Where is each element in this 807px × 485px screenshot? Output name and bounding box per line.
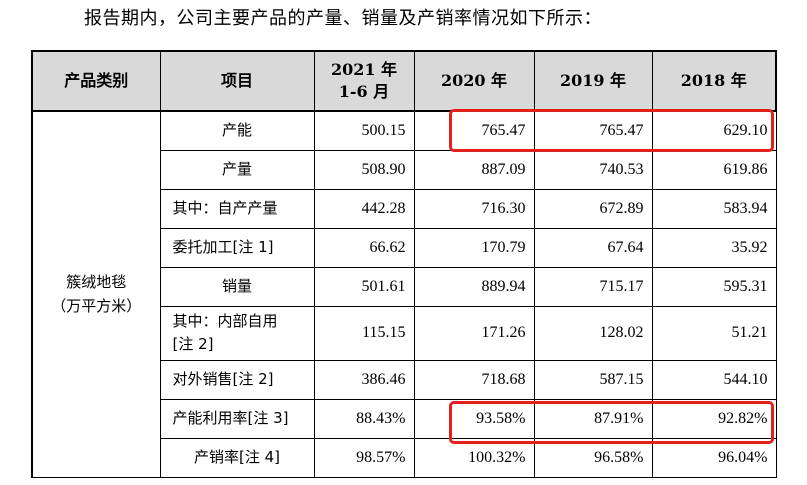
value-2019: 740.53 [533, 149, 653, 190]
value-2020: 887.09 [413, 149, 535, 190]
value-2020: 765.47 [413, 110, 535, 151]
table-row-output: 产量 508.90 887.09 740.53 619.86 [32, 149, 777, 190]
value-2021-h1: 115.15 [313, 305, 415, 361]
value-2018: 583.94 [651, 188, 777, 229]
header-2021-line1: 2021 年 [330, 60, 398, 80]
value-2020: 718.68 [413, 359, 535, 400]
item-label: 产能利用率[注 3] [159, 398, 315, 439]
value-2021-h1: 66.62 [313, 227, 415, 268]
table-row-external-sales: 对外销售[注 2] 386.46 718.68 587.15 544.10 [32, 359, 777, 400]
value-2021-h1: 98.57% [313, 437, 415, 478]
value-2021-h1: 442.28 [313, 188, 415, 229]
table-row-outsourced: 委托加工[注 1] 66.62 170.79 67.64 35.92 [32, 227, 777, 268]
table-row-self-produced: 其中：自产产量 442.28 716.30 672.89 583.94 [32, 188, 777, 229]
value-2018: 96.04% [651, 437, 777, 478]
value-2021-h1: 501.61 [313, 266, 415, 307]
table-row-sales-ratio: 产销率[注 4] 98.57% 100.32% 96.58% 96.04% [32, 437, 777, 478]
value-2018: 595.31 [651, 266, 777, 307]
value-2021-h1: 88.43% [313, 398, 415, 439]
production-sales-table: 产品类别 项目 2021 年 1-6 月 2020 年 2019 年 2018 … [31, 50, 777, 478]
value-2018: 35.92 [651, 227, 777, 268]
value-2018: 629.10 [651, 110, 777, 151]
value-2020: 170.79 [413, 227, 535, 268]
table-row-capacity: 簇绒地毯 （万平方米） 产能 500.15 765.47 765.47 629.… [31, 110, 777, 478]
category-unit: （万平方米） [51, 297, 142, 316]
table-header-row: 产品类别 项目 2021 年 1-6 月 2020 年 2019 年 2018 … [31, 50, 777, 112]
item-label: 委托加工[注 1] [159, 227, 315, 268]
header-category: 产品类别 [31, 50, 161, 112]
value-2019: 765.47 [533, 110, 653, 151]
header-2018: 2018 年 [651, 50, 777, 112]
item-label: 产销率[注 4] [159, 437, 315, 478]
header-2021-h1: 2021 年 1-6 月 [313, 50, 415, 112]
value-2020: 889.94 [413, 266, 535, 307]
header-2020: 2020 年 [413, 50, 535, 112]
item-label-line2: [注 2] [172, 335, 214, 353]
value-2018: 51.21 [651, 305, 777, 361]
value-2019: 96.58% [533, 437, 653, 478]
header-2019: 2019 年 [533, 50, 653, 112]
value-2018: 544.10 [651, 359, 777, 400]
item-label: 产量 [159, 149, 315, 190]
value-2018: 619.86 [651, 149, 777, 190]
table-row-internal-use: 其中：内部自用 [注 2] 115.15 171.26 128.02 51.21 [32, 305, 777, 361]
value-2021-h1: 386.46 [313, 359, 415, 400]
item-label: 其中：内部自用 [注 2] [159, 305, 315, 361]
item-label: 对外销售[注 2] [159, 359, 315, 400]
value-2021-h1: 508.90 [313, 149, 415, 190]
value-2020: 171.26 [413, 305, 535, 361]
value-2019: 128.02 [533, 305, 653, 361]
table-row-utilization: 产能利用率[注 3] 88.43% 93.58% 87.91% 92.82% [32, 398, 777, 439]
value-2018: 92.82% [651, 398, 777, 439]
category-name: 簇绒地毯 [66, 273, 127, 292]
value-2019: 715.17 [533, 266, 653, 307]
header-item: 项目 [159, 50, 315, 112]
table-row-sales: 销量 501.61 889.94 715.17 595.31 [32, 266, 777, 307]
value-2020: 93.58% [413, 398, 535, 439]
value-2020: 100.32% [413, 437, 535, 478]
value-2019: 87.91% [533, 398, 653, 439]
value-2021-h1: 500.15 [313, 110, 415, 151]
category-cell: 簇绒地毯 （万平方米） [31, 110, 161, 478]
value-2019: 67.64 [533, 227, 653, 268]
value-2020: 716.30 [413, 188, 535, 229]
value-2019: 587.15 [533, 359, 653, 400]
item-label: 产能 [159, 110, 315, 151]
item-label: 其中：自产产量 [159, 188, 315, 229]
value-2019: 672.89 [533, 188, 653, 229]
intro-text: 报告期内，公司主要产品的产量、销量及产销率情况如下所示： [84, 8, 602, 29]
header-2021-line2: 1-6 月 [338, 82, 390, 101]
item-label-line1: 其中：内部自用 [172, 311, 278, 330]
item-label: 销量 [159, 266, 315, 307]
